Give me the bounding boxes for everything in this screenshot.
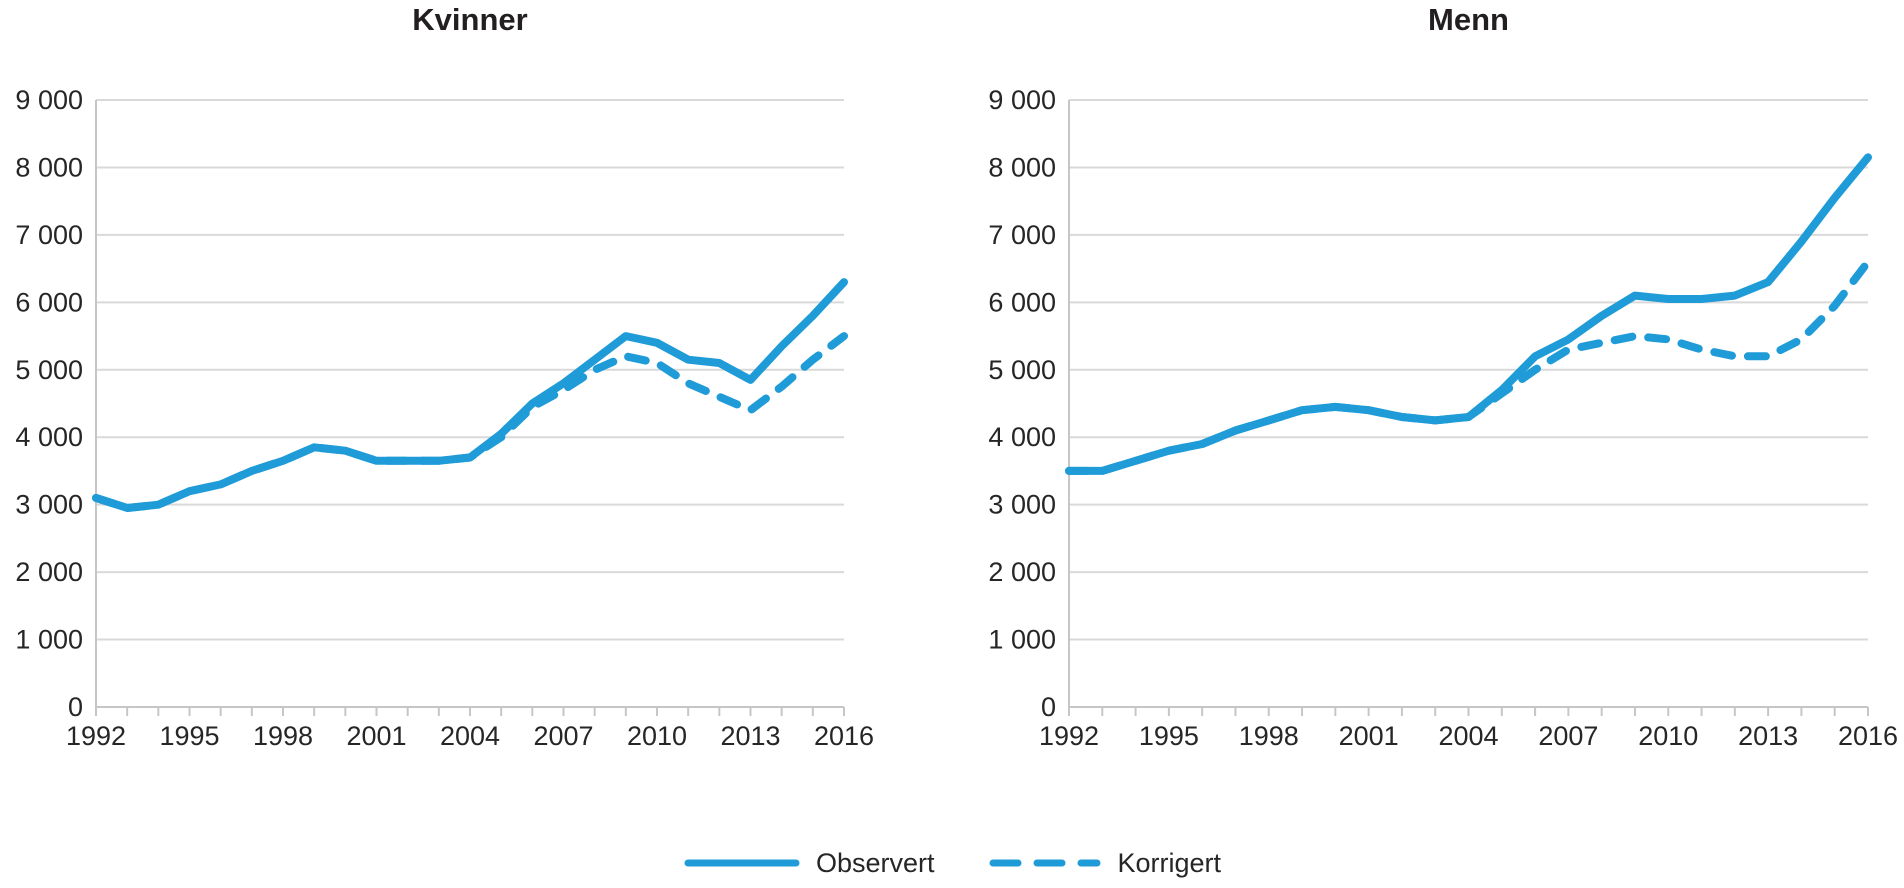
chart-title-kvinner: Kvinner: [412, 2, 528, 37]
y-tick-label: 4 000: [15, 422, 83, 452]
x-tick-label: 2016: [814, 721, 874, 751]
x-tick-label: 2016: [1838, 721, 1898, 751]
legend-item-observert: Observert: [683, 848, 935, 879]
y-tick-label: 5 000: [988, 355, 1056, 385]
y-tick-label: 9 000: [988, 85, 1056, 115]
x-tick-label: 2001: [346, 721, 406, 751]
y-tick-label: 8 000: [988, 152, 1056, 182]
y-tick-label: 7 000: [15, 220, 83, 250]
y-tick-label: 5 000: [15, 355, 83, 385]
series-line-observert: [1065, 153, 1872, 475]
legend: Observert Korrigert: [0, 843, 1904, 883]
x-tick-label: 1995: [1139, 721, 1199, 751]
line-chart-kvinner: 0 1 000 2 000 3 000 4 000 5 000 6 000 7 000 8 00…: [15, 85, 874, 751]
x-tick-label: 2004: [440, 721, 500, 751]
y-tick-label: 7 000: [988, 220, 1056, 250]
legend-dashed-line-swatch: [989, 859, 1100, 867]
x-tick-label: 2007: [1538, 721, 1598, 751]
line-chart-menn: 0 1 000 2 000 3 000 4 000 5 000 6 000 7 000 8 00…: [988, 85, 1898, 751]
y-tick-label: 1 000: [988, 625, 1056, 655]
y-tick-label: 3 000: [988, 490, 1056, 520]
y-tick-label: 9 000: [15, 85, 83, 115]
x-tick-label: 2007: [533, 721, 593, 751]
x-tick-label: 2001: [1339, 721, 1399, 751]
x-tick-label: 1998: [253, 721, 313, 751]
x-tick-label: 2013: [720, 721, 780, 751]
legend-label-observert: Observert: [815, 847, 935, 878]
y-tick-label: 0: [1041, 692, 1056, 722]
chart-panel-menn: Menn 0 1 000 2 000 3 000 4 000 5 000 6 000 7 00…: [952, 0, 1904, 800]
x-tick-label: 2004: [1438, 721, 1498, 751]
legend-solid-line-swatch: [684, 859, 800, 867]
series-line-korrigert: [1065, 257, 1872, 475]
series-line-korrigert: [92, 332, 848, 512]
x-tick-label: 1992: [1039, 721, 1099, 751]
y-tick-label: 6 000: [15, 287, 83, 317]
x-tick-label: 1998: [1239, 721, 1299, 751]
y-tick-label: 6 000: [988, 287, 1056, 317]
x-tick-label: 2013: [1738, 721, 1798, 751]
y-tick-label: 1 000: [15, 625, 83, 655]
x-tick-label: 1995: [159, 721, 219, 751]
legend-item-korrigert: Korrigert: [987, 847, 1222, 879]
chart-title-menn: Menn: [1428, 2, 1509, 37]
y-tick-label: 2 000: [988, 557, 1056, 587]
y-tick-label: 3 000: [15, 490, 83, 520]
x-tick-label: 1992: [66, 721, 126, 751]
y-tick-label: 8 000: [15, 152, 83, 182]
y-tick-label: 0: [68, 692, 83, 722]
x-tick-label: 2010: [627, 721, 687, 751]
legend-label-korrigert: Korrigert: [1117, 847, 1222, 878]
chart-panel-kvinner: Kvinner 0 1 000 2 000 3 000 4 000 5 000 6 000 7…: [0, 0, 952, 800]
y-tick-label: 2 000: [15, 557, 83, 587]
y-tick-label: 4 000: [988, 422, 1056, 452]
series-line-observert: [92, 278, 848, 512]
x-tick-label: 2010: [1638, 721, 1698, 751]
